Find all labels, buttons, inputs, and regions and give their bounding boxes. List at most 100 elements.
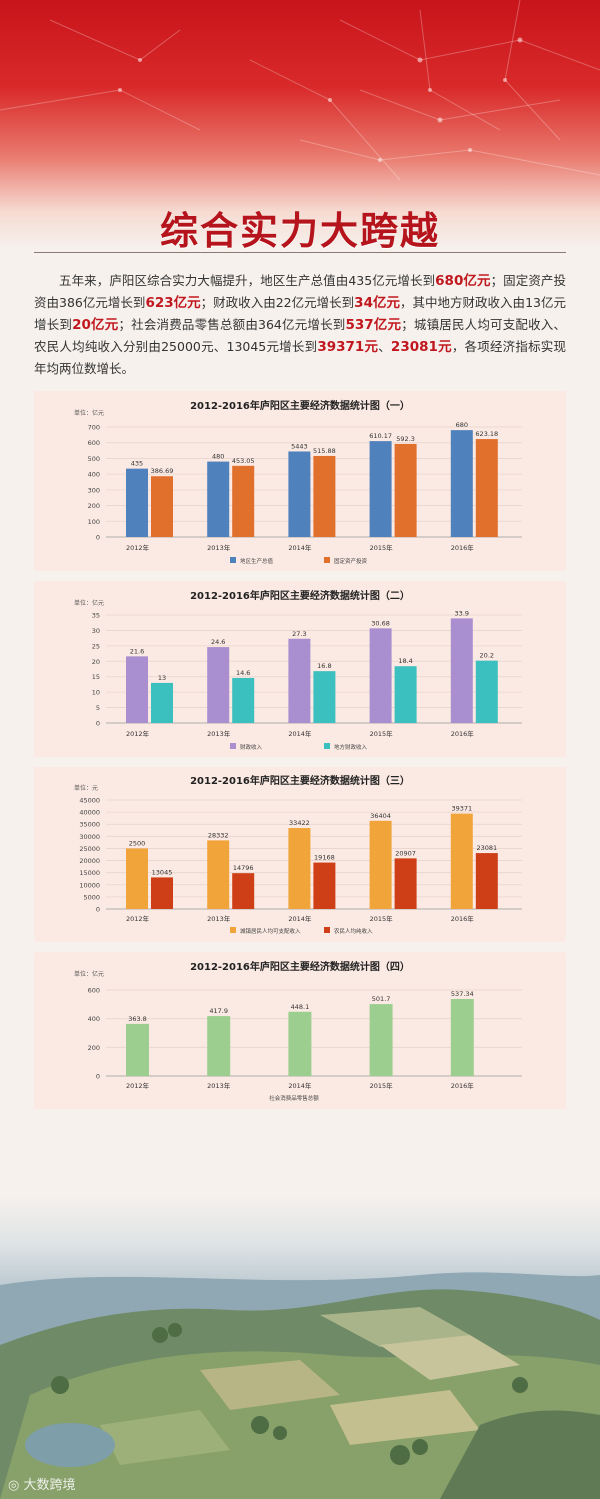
data-label: 13045: [152, 868, 173, 876]
data-label: 480: [212, 453, 224, 461]
intro-text: ；社会消费品零售总额由364亿元增长到: [118, 317, 346, 332]
bar: [151, 877, 173, 909]
data-label: 417.9: [209, 1007, 228, 1015]
x-tick-label: 2014年: [288, 914, 312, 923]
bar: [394, 858, 417, 909]
x-tick-label: 2016年: [451, 543, 475, 552]
data-label: 13: [158, 674, 166, 682]
x-tick-label: 2013年: [207, 729, 231, 738]
x-tick-label: 2014年: [288, 543, 312, 552]
data-label: 33.9: [455, 609, 469, 617]
y-tick-label: 15000: [79, 869, 100, 877]
bar: [207, 647, 230, 723]
data-label: 16.8: [317, 662, 331, 670]
circuit-decoration: [0, 0, 600, 181]
chart-unit-label: 单位：亿元: [74, 970, 104, 978]
data-label: 39371: [451, 805, 472, 813]
bar: [151, 682, 173, 723]
data-label: 14.6: [236, 669, 250, 677]
data-label: 14796: [233, 864, 254, 872]
chart-title: 2012-2016年庐阳区主要经济数据统计图（三）: [190, 774, 410, 787]
data-label: 610.17: [369, 432, 392, 440]
y-tick-label: 0: [96, 720, 100, 728]
y-tick-label: 20000: [79, 857, 100, 865]
watermark: ◎ 大数跨境: [8, 1474, 76, 1493]
x-tick-label: 2015年: [370, 543, 394, 552]
watermark-text: 大数跨境: [23, 1478, 76, 1493]
intro-paragraph: 五年来，庐阳区综合实力大幅提升，地区生产总值由435亿元增长到680亿元；固定资…: [34, 270, 566, 380]
chart-3: 2012-2016年庐阳区主要经济数据统计图（三） 单位：元 0 5000 10000 1…: [74, 774, 522, 935]
legend-swatch: [230, 743, 236, 749]
bar: [369, 1004, 393, 1076]
bar: [475, 439, 498, 537]
y-tick-label: 45000: [79, 797, 100, 805]
highlight-value: 537亿元: [345, 317, 402, 333]
y-tick-label: 10000: [79, 881, 100, 889]
y-tick-label: 30000: [79, 833, 100, 841]
landscape-illustration: [0, 1272, 600, 1499]
data-label: 515.88: [313, 447, 336, 455]
bar: [394, 666, 417, 723]
intro-text: ；城镇居民人均可支配收入、农民人均纯收入分别由25000元、13045元增长到: [34, 317, 566, 354]
bar: [450, 430, 473, 537]
x-tick-label: 2012年: [126, 543, 150, 552]
y-tick-label: 200: [88, 502, 100, 510]
bar: [232, 465, 255, 537]
bar: [450, 618, 473, 723]
bar: [126, 848, 148, 909]
data-label: 592.3: [396, 435, 415, 443]
legend-swatch: [324, 927, 330, 933]
bar: [126, 468, 148, 537]
bar: [232, 873, 255, 909]
bar: [450, 998, 474, 1076]
bar: [313, 455, 336, 537]
data-label: 28332: [208, 831, 229, 839]
x-tick-label: 2013年: [207, 1081, 231, 1090]
y-tick-label: 35: [92, 612, 100, 620]
y-tick-label: 500: [88, 455, 100, 463]
highlight-value: 623亿元: [145, 295, 201, 311]
x-tick-label: 2014年: [288, 729, 312, 738]
legend-label: 财政收入: [240, 743, 263, 751]
data-label: 19168: [314, 854, 335, 862]
data-label: 453.05: [232, 457, 255, 465]
y-tick-label: 300: [88, 486, 100, 494]
bar: [313, 862, 336, 909]
legend-swatch: [230, 927, 236, 933]
legend-label: 地区生产总值: [240, 557, 274, 565]
data-label: 24.6: [211, 638, 225, 646]
bar: [288, 638, 311, 723]
y-tick-label: 30: [92, 627, 100, 635]
bar: [126, 1023, 149, 1076]
intro-text: ；财政收入由22亿元增长到: [200, 295, 355, 310]
bar: [207, 461, 230, 537]
chart-title: 2012-2016年庐阳区主要经济数据统计图（二）: [190, 589, 410, 602]
data-label: 36404: [370, 812, 391, 820]
highlight-value: 20亿元: [72, 317, 119, 333]
bar: [394, 443, 417, 537]
y-tick-label: 100: [88, 518, 100, 526]
x-tick-label: 2012年: [126, 914, 150, 923]
y-tick-label: 700: [88, 424, 100, 432]
data-label: 20.2: [480, 652, 494, 660]
y-tick-label: 15: [92, 673, 100, 681]
y-tick-label: 0: [96, 534, 100, 542]
bar: [369, 820, 392, 909]
legend-label: 城镇居民人均可支配收入: [240, 927, 301, 935]
highlight-value: 23081元: [390, 339, 452, 355]
y-tick-label: 5: [96, 704, 100, 712]
chart-panel-4: 2012-2016年庐阳区主要经济数据统计图（四） 单位：亿元 0 200 400 600…: [34, 952, 566, 1109]
chart-1: 2012-2016年庐阳区主要经济数据统计图（一） 单位：亿元 0 100 200 300…: [74, 399, 522, 565]
data-label: 448.1: [291, 1003, 310, 1011]
watermark-icon: ◎: [8, 1478, 24, 1493]
y-tick-label: 400: [88, 471, 100, 479]
y-tick-label: 400: [88, 1015, 100, 1023]
x-tick-label: 2016年: [451, 729, 475, 738]
x-tick-label: 2016年: [451, 914, 475, 923]
data-label: 537.34: [451, 990, 474, 998]
y-tick-label: 35000: [79, 821, 100, 829]
bar: [475, 660, 498, 723]
highlight-value: 680亿元: [435, 273, 491, 289]
chart-panel-1: 2012-2016年庐阳区主要经济数据统计图（一） 单位：亿元 0 100 200 300…: [34, 391, 566, 571]
x-tick-label: 2015年: [370, 914, 394, 923]
